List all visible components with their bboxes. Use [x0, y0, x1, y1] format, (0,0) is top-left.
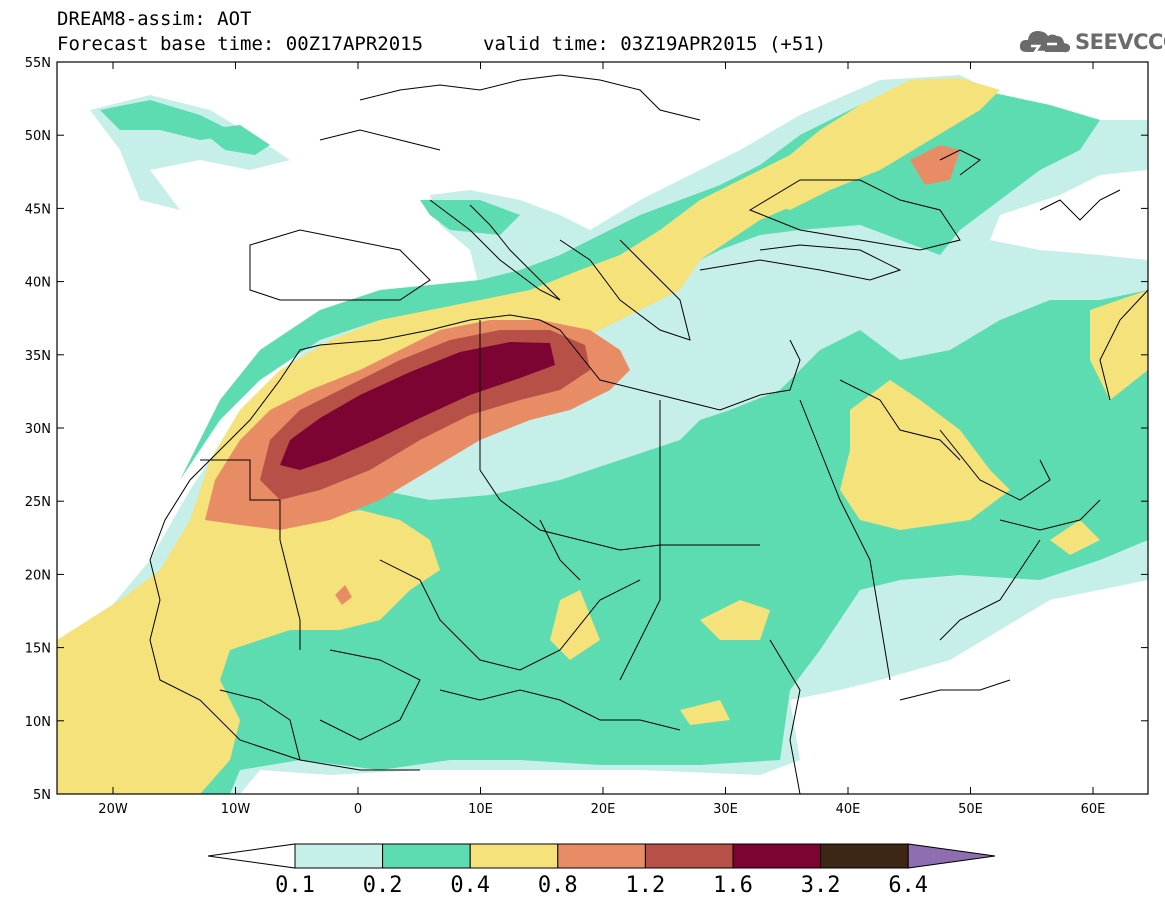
forecast-base-time: Forecast base time: 00Z17APR2015 — [57, 33, 424, 55]
lat-label: 30N — [25, 422, 51, 437]
latitude-axis: 55N 50N 45N 40N 35N 30N 25N 20N 15N 10N 5N — [25, 56, 1148, 803]
colorbar-segment — [644, 843, 734, 869]
lon-label: 40E — [836, 802, 861, 817]
lat-label: 40N — [25, 276, 51, 291]
lon-label: 30E — [713, 802, 738, 817]
colorbar-over-triangle — [907, 843, 996, 869]
colorbar-segment — [732, 843, 822, 869]
longitude-axis: 20W 10W 0 10E 20E 30E 40E 50E 60E — [98, 62, 1105, 817]
colorbar — [207, 843, 996, 869]
lat-label: 20N — [25, 568, 51, 583]
lat-label: 5N — [33, 788, 51, 803]
lat-label: 25N — [25, 495, 51, 510]
cloud-icon — [1019, 31, 1071, 54]
product-title: DREAM8-assim: AOT — [57, 8, 252, 30]
colorbar-under-triangle — [207, 843, 296, 869]
colorbar-label: 0.1 — [275, 873, 315, 898]
valid-time: valid time: 03Z19APR2015 (+51) — [483, 33, 827, 55]
colorbar-segment — [469, 843, 559, 869]
lon-label: 20E — [591, 802, 616, 817]
colorbar-label: 0.8 — [537, 873, 578, 898]
coastlines — [149, 74, 1148, 794]
aot-contours — [57, 75, 1148, 794]
colorbar-label: 1.6 — [713, 873, 753, 898]
lon-label: 20W — [98, 802, 128, 817]
aot-level-0-4 — [57, 78, 1148, 794]
lat-label: 10N — [25, 715, 51, 730]
lon-label: 50E — [958, 802, 983, 817]
colorbar-segment — [557, 843, 646, 869]
colorbar-label: 3.2 — [800, 873, 841, 898]
seevccc-logo: SEEVCCC — [1017, 22, 1165, 60]
colorbar-segment — [382, 843, 471, 869]
colorbar-segment — [820, 843, 909, 869]
lat-label: 35N — [25, 349, 51, 364]
lon-label: 0 — [354, 802, 362, 817]
logo-text: SEEVCCC — [1075, 30, 1165, 54]
lon-label: 10W — [221, 802, 251, 817]
lat-label: 15N — [25, 642, 51, 657]
colorbar-label: 1.2 — [625, 873, 666, 898]
aot-level-1-6 — [280, 342, 555, 470]
lat-label: 55N — [25, 56, 51, 71]
lon-label: 60E — [1081, 802, 1106, 817]
colorbar-label: 0.4 — [450, 873, 491, 898]
lat-label: 45N — [25, 202, 51, 217]
colorbar-segment — [294, 843, 384, 869]
colorbar-label: 6.4 — [888, 873, 929, 898]
lon-label: 10E — [468, 802, 493, 817]
colorbar-label: 0.2 — [362, 873, 403, 898]
lat-label: 50N — [25, 129, 51, 144]
